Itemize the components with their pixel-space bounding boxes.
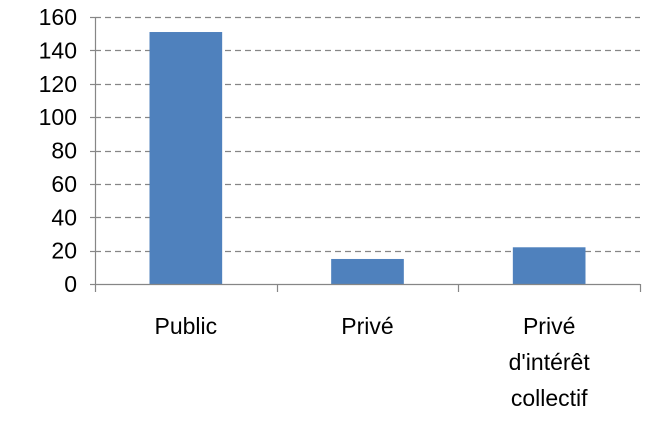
x-category-label-line: Public — [155, 313, 218, 339]
x-category-labels: Public Privé Privé d'intérêt collectif — [155, 313, 591, 411]
x-category-label: Privé — [341, 313, 393, 339]
bar — [331, 258, 404, 284]
y-tick-label: 20 — [51, 238, 77, 264]
y-tick-label: 120 — [39, 71, 77, 97]
bar — [512, 247, 586, 284]
y-tick-label: 100 — [39, 104, 77, 130]
y-tick-label: 40 — [51, 204, 77, 230]
y-tick-labels: 0 20 40 60 80 100 120 140 160 — [39, 4, 77, 297]
y-tick-label: 160 — [39, 4, 77, 30]
x-category-label-line: collectif — [511, 385, 588, 411]
bars — [149, 32, 586, 284]
bar — [149, 32, 223, 284]
x-category-label-line: Privé — [523, 313, 575, 339]
y-tick-label: 0 — [64, 271, 77, 297]
x-category-label-line: d'intérêt — [509, 349, 591, 375]
y-tick-label: 140 — [39, 37, 77, 63]
x-category-label: Privé d'intérêt collectif — [509, 313, 591, 411]
y-tick-label: 60 — [51, 171, 77, 197]
y-tick-label: 80 — [51, 138, 77, 164]
axes — [90, 16, 642, 292]
x-category-label: Public — [155, 313, 218, 339]
x-category-label-line: Privé — [341, 313, 393, 339]
